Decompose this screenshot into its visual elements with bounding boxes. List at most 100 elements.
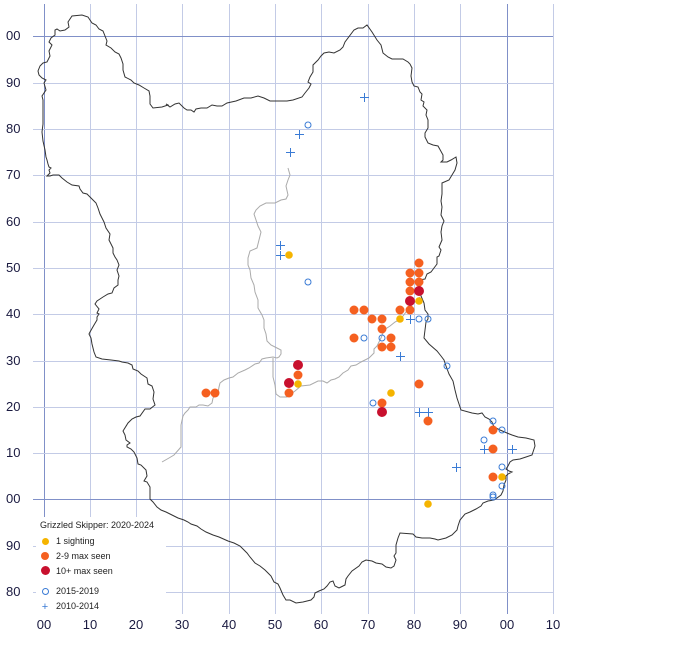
orange-dot-marker (405, 305, 415, 315)
open-circle-marker (489, 493, 497, 501)
orange-dot-marker (377, 398, 387, 408)
open-circle-marker (480, 436, 488, 444)
orange-dot-marker (210, 388, 220, 398)
orange-dot-marker (405, 286, 415, 296)
yellow-dot-marker (424, 500, 432, 508)
y-axis-label: 40 (6, 306, 21, 321)
legend-item-1-sighting: 1 sighting (40, 535, 95, 547)
grid-lines (33, 4, 554, 614)
red-dot-marker (405, 296, 415, 306)
plus-marker (508, 445, 517, 454)
orange-dot-marker (386, 342, 396, 352)
y-axis-label: 50 (6, 260, 21, 275)
legend-label: 10+ max seen (56, 566, 113, 576)
yellow-dot-marker (285, 251, 293, 259)
orange-dot-marker (284, 388, 294, 398)
open-circle-marker (304, 121, 312, 129)
x-axis-label: 40 (221, 617, 237, 632)
orange-dot-marker (488, 444, 498, 454)
legend: Grizzled Skipper: 2020-2024 1 sighting 2… (36, 517, 166, 615)
plus-marker (276, 251, 285, 260)
legend-label: 1 sighting (56, 536, 95, 546)
orange-dot-marker (488, 472, 498, 482)
orange-dot-marker (367, 314, 377, 324)
orange-dot-icon (41, 551, 49, 560)
plus-icon: + (41, 600, 49, 613)
x-axis-label: 20 (128, 617, 144, 632)
orange-dot-marker (349, 305, 359, 315)
open-circle-marker (360, 334, 368, 342)
yellow-dot-marker (498, 473, 506, 481)
red-dot-marker (284, 378, 294, 388)
orange-dot-marker (377, 342, 387, 352)
orange-dot-marker (414, 268, 424, 278)
plus-marker (396, 352, 405, 361)
open-circle-marker (498, 482, 506, 490)
legend-item-2015-2019: 2015-2019 (40, 585, 99, 597)
legend-item-10-plus: 10+ max seen (40, 565, 113, 577)
x-axis-label: 00 (36, 617, 52, 632)
orange-dot-marker (414, 379, 424, 389)
legend-label: 2015-2019 (56, 586, 100, 596)
yellow-dot-marker (415, 297, 423, 305)
plus-marker (360, 93, 369, 102)
open-circle-marker (498, 463, 506, 471)
yellow-dot-marker (387, 389, 395, 397)
y-axis-label: 80 (6, 121, 21, 136)
open-circle-marker (378, 334, 386, 342)
y-axis-label: 00 (6, 28, 21, 43)
plus-marker (452, 463, 461, 472)
yellow-dot-icon (41, 537, 49, 545)
plus-marker (286, 148, 295, 157)
orange-dot-marker (386, 333, 396, 343)
legend-label: 2-9 max seen (56, 551, 111, 561)
orange-dot-marker (423, 416, 433, 426)
legend-title: Grizzled Skipper: 2020-2024 (40, 520, 155, 530)
orange-dot-marker (395, 305, 405, 315)
y-axis-label: 00 (6, 491, 21, 506)
red-dot-icon (40, 565, 50, 575)
red-dot-marker (293, 360, 303, 370)
y-axis-label: 70 (6, 167, 21, 182)
orange-dot-marker (488, 425, 498, 435)
open-circle-marker (443, 362, 451, 370)
plus-marker (480, 445, 489, 454)
orange-dot-marker (377, 314, 387, 324)
open-circle-marker (498, 426, 506, 434)
orange-dot-marker (293, 370, 303, 380)
x-axis-label: 80 (406, 617, 422, 632)
x-axis-label: 60 (313, 617, 329, 632)
y-axis-label: 90 (6, 538, 21, 553)
records-layer (201, 93, 517, 508)
y-axis-label: 30 (6, 353, 21, 368)
orange-dot-marker (405, 268, 415, 278)
orange-dot-marker (359, 305, 369, 315)
x-axis-label: 70 (360, 617, 376, 632)
open-circle-marker (369, 399, 377, 407)
y-axis-label: 80 (6, 584, 21, 599)
x-axis-label: 50 (267, 617, 283, 632)
orange-dot-marker (377, 324, 387, 334)
legend-item-2-9: 2-9 max seen (40, 550, 111, 562)
orange-dot-marker (414, 258, 424, 268)
plus-marker (415, 408, 424, 417)
x-axis-label: 30 (174, 617, 190, 632)
open-circle-icon (41, 587, 49, 595)
x-axis-label: 10 (82, 617, 98, 632)
open-circle-marker (304, 278, 312, 286)
x-axis-label: 90 (452, 617, 468, 632)
orange-dot-marker (349, 333, 359, 343)
y-axis-label: 10 (6, 445, 21, 460)
open-circle-marker (489, 417, 497, 425)
open-circle-marker (415, 315, 423, 323)
county-boundary (37, 14, 536, 604)
orange-dot-marker (414, 277, 424, 287)
yellow-dot-marker (396, 315, 404, 323)
y-axis-label: 90 (6, 75, 21, 90)
yellow-dot-marker (294, 380, 302, 388)
orange-dot-marker (201, 388, 211, 398)
red-dot-marker (377, 407, 387, 417)
legend-item-2010-2014: +2010-2014 (40, 600, 99, 613)
plus-marker (406, 315, 415, 324)
